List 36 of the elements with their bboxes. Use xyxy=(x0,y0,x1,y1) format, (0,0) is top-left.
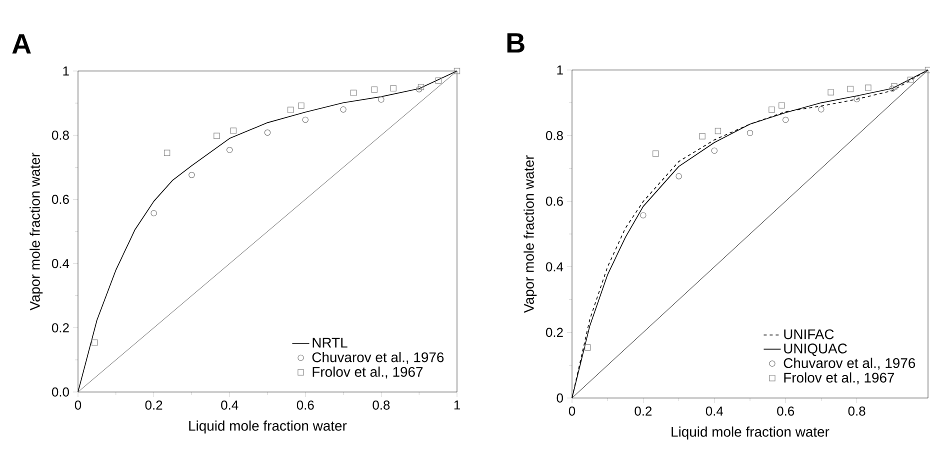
y-tick-label: 1 xyxy=(63,66,69,76)
legend-label: Frolov et al., 1967 xyxy=(784,372,894,384)
x-tick-label: 0.4 xyxy=(221,400,238,410)
y-axis-title: Vapor mole fraction water xyxy=(524,155,537,313)
legend-label: Chuvarov et al., 1976 xyxy=(784,358,916,370)
x-axis-title: Liquid mole fraction water xyxy=(189,420,347,434)
x-tick-label: 0.6 xyxy=(777,406,794,416)
chart-title: A xyxy=(12,34,31,54)
x-tick-label: 0 xyxy=(568,406,576,416)
y-tick-label: 0.8 xyxy=(52,130,69,140)
y-tick-label: 0.4 xyxy=(546,262,564,272)
x-tick-label: 0 xyxy=(74,400,82,410)
y-axis-title: Vapor mole fraction water xyxy=(30,152,43,310)
y-tick-label: 0.6 xyxy=(546,196,563,206)
legend-label: UNIQUAC xyxy=(784,344,847,356)
legend-label: NRTL xyxy=(312,338,348,348)
y-tick-label: 0.4 xyxy=(52,259,70,268)
x-axis-title: Liquid mole fraction water xyxy=(672,426,830,440)
x-tick-label: 0.6 xyxy=(296,400,314,410)
y-tick-label: 1 xyxy=(557,66,563,74)
y-tick-label: 0.2 xyxy=(52,323,69,332)
y-tick-label: 0.2 xyxy=(546,328,563,337)
x-tick-label: 0.4 xyxy=(706,406,724,416)
y-tick-label: 0.0 xyxy=(52,387,69,397)
y-tick-label: 0 xyxy=(556,393,563,403)
x-tick-label: 1 xyxy=(454,400,460,410)
x-tick-label: 0.2 xyxy=(145,400,162,410)
legend-label: Frolov et al., 1967 xyxy=(312,366,423,378)
legend-label: Chuvarov et al., 1976 xyxy=(312,352,444,364)
chart-title: B xyxy=(507,33,524,52)
legend-label: UNIFAC xyxy=(784,329,834,340)
x-tick-label: 0.2 xyxy=(634,406,652,416)
x-tick-label: 0.8 xyxy=(848,406,866,416)
x-tick-label: 0.8 xyxy=(372,400,390,410)
y-tick-label: 0.6 xyxy=(52,194,69,204)
y-tick-label: 0.8 xyxy=(546,131,563,140)
